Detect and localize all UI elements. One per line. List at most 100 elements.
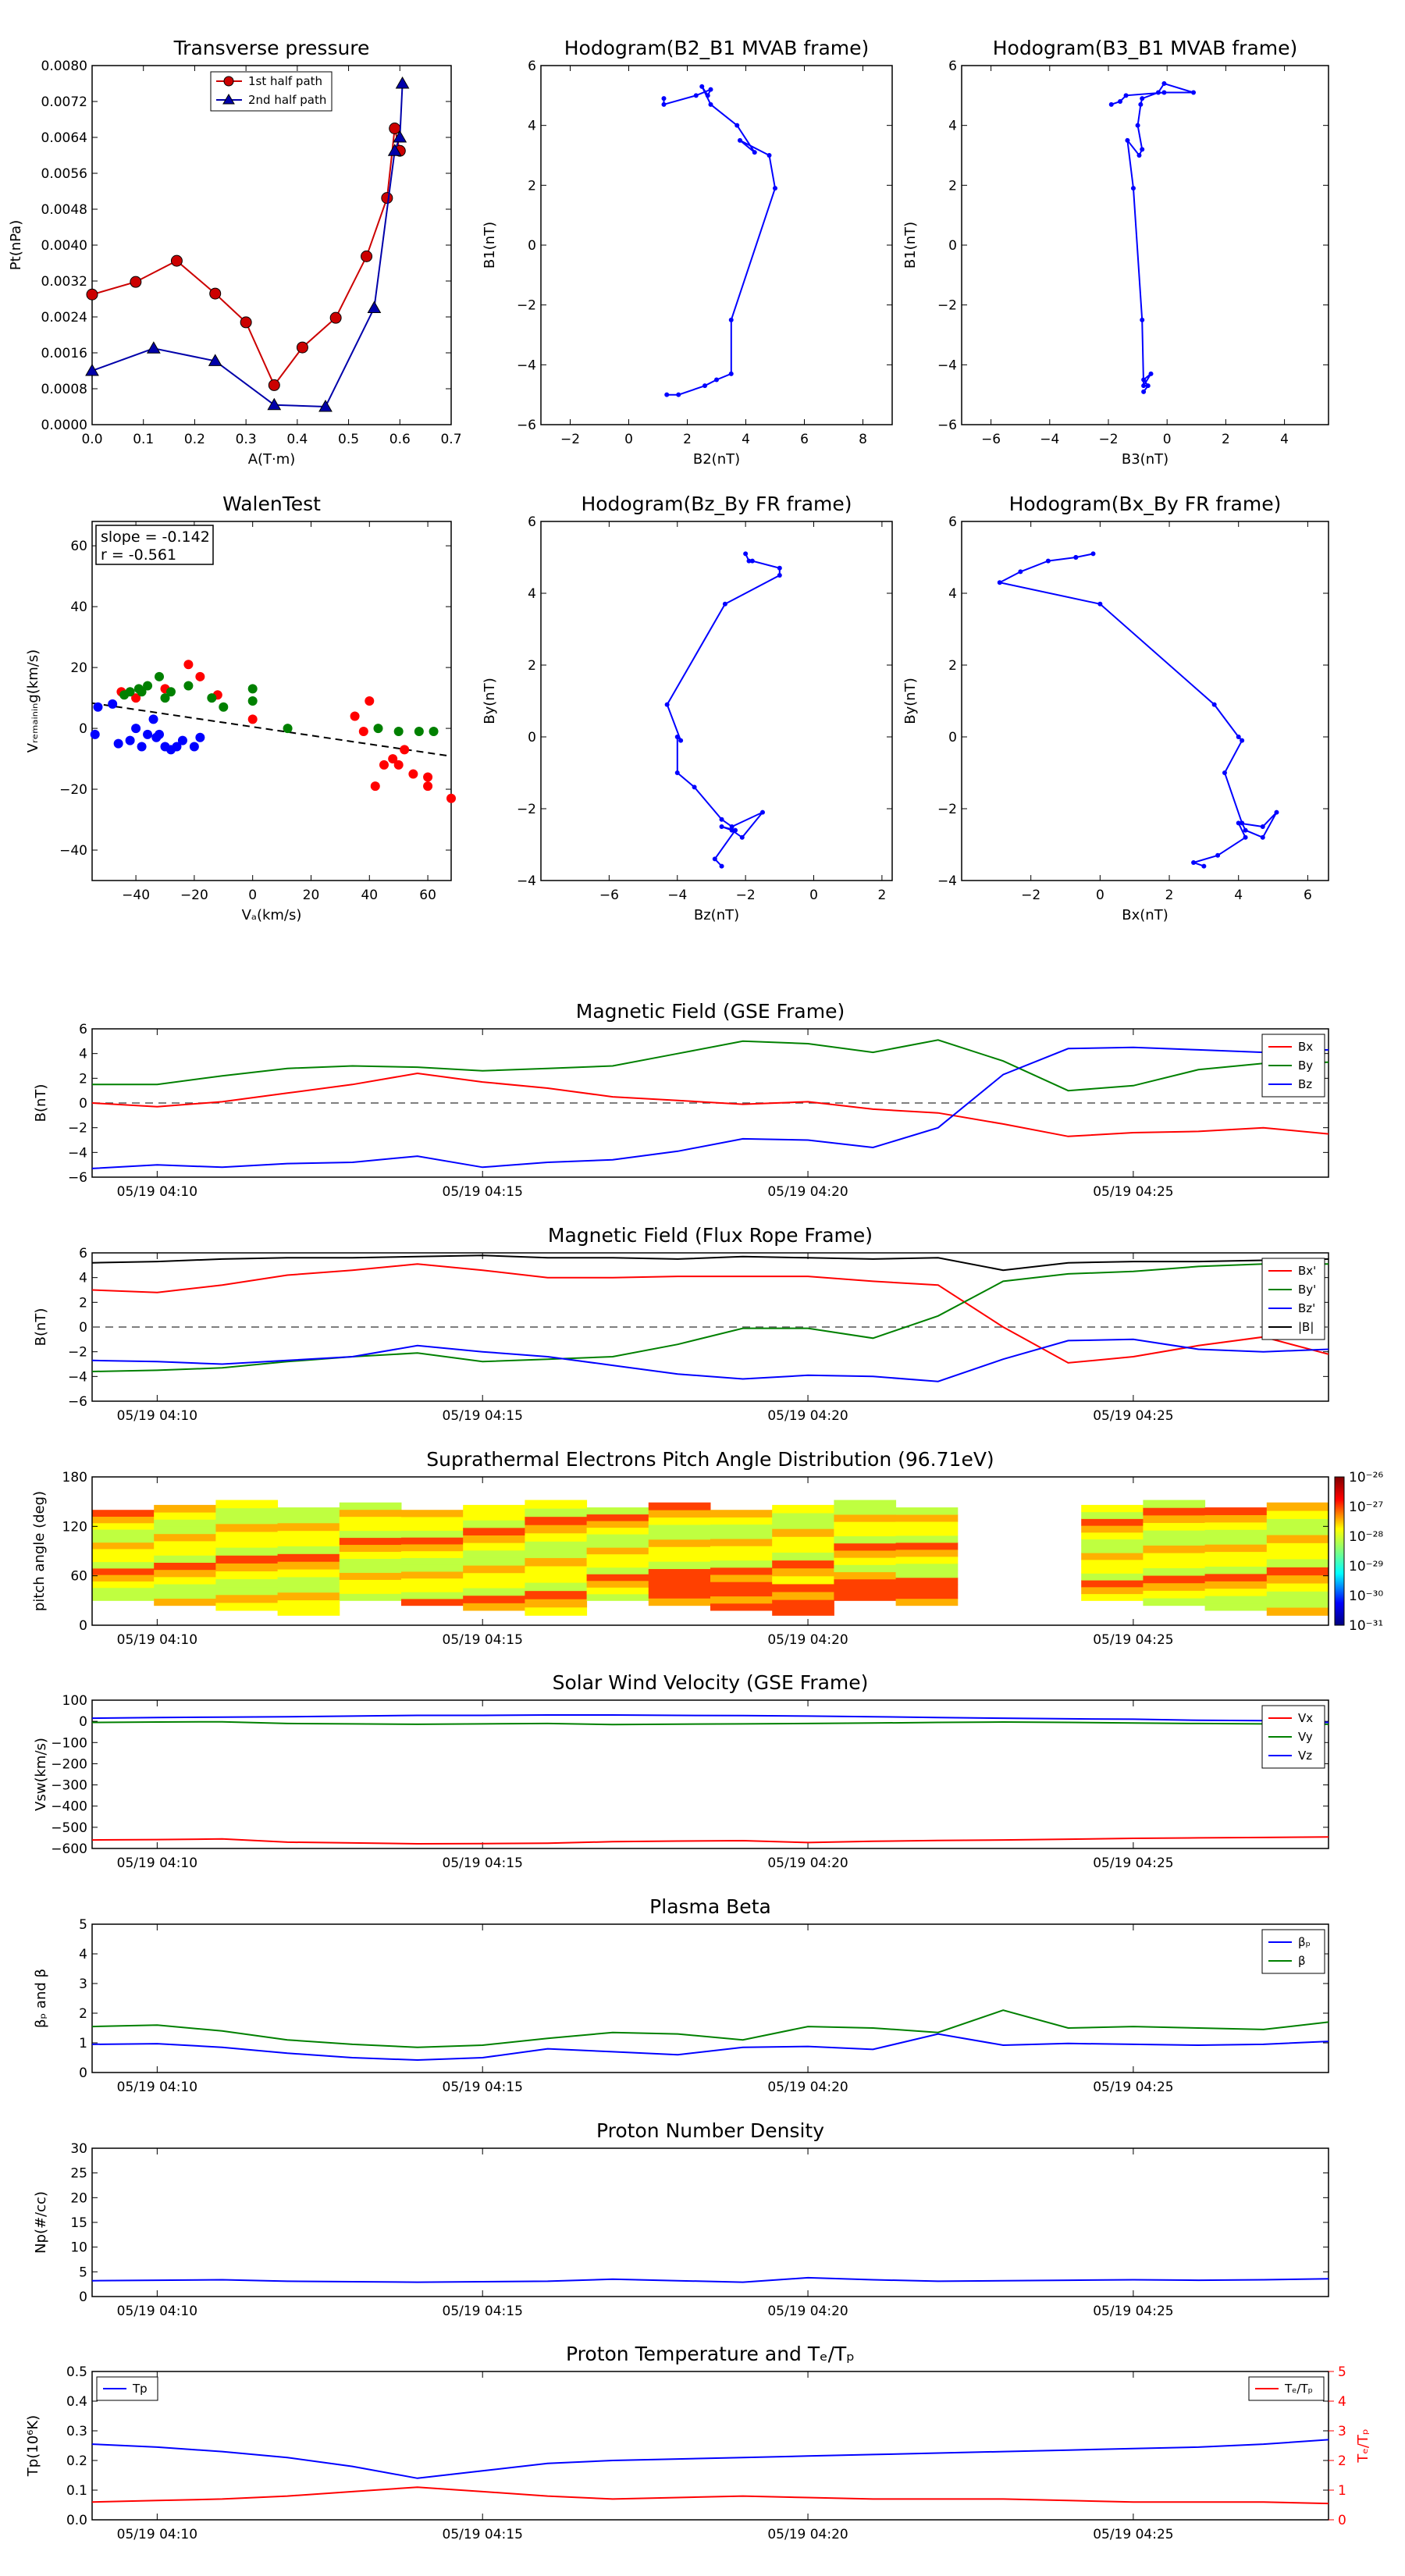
data-point [137, 742, 147, 752]
colorbar-bar [1334, 1476, 1345, 1626]
data-point [1140, 317, 1145, 322]
data-point [661, 101, 667, 107]
x-tick-label: 2 [877, 888, 886, 903]
heatmap-cell [648, 1546, 711, 1555]
x-tick-label: 4 [1280, 432, 1289, 447]
data-point [119, 690, 130, 700]
x-tick-label: 05/19 04:10 [117, 1184, 197, 1200]
y-tick-label: −2 [68, 1121, 87, 1137]
y-tick-label: 0.0032 [41, 274, 87, 290]
chart-title: Magnetic Field (Flux Rope Frame) [548, 1224, 873, 1247]
y-tick-label: −200 [51, 1756, 87, 1772]
heatmap-cell [1081, 1559, 1144, 1567]
series-line [91, 1263, 1329, 1364]
data-point [739, 834, 745, 840]
data-point [247, 696, 258, 706]
plot-frame [91, 2147, 1329, 2297]
heatmap-cell [92, 1574, 155, 1582]
heatmap-cell [772, 1552, 834, 1561]
data-point [165, 687, 176, 697]
heatmap-cell [1266, 1518, 1329, 1528]
plot-frame [961, 521, 1329, 881]
x-tick-label: 05/19 04:25 [1093, 1632, 1173, 1648]
heatmap-cell [215, 1547, 279, 1556]
heatmap-cell [525, 1549, 588, 1558]
heatmap-cell [895, 1507, 959, 1515]
heatmap-cell [834, 1550, 897, 1558]
heatmap-cell [648, 1532, 711, 1540]
chart-fr: Magnetic Field (Flux Rope Frame) −6 −4 −2 0 2… [33, 1224, 1329, 1424]
heatmap-cell [1143, 1530, 1206, 1539]
heatmap-cell [525, 1516, 588, 1525]
heatmap-cell [772, 1536, 834, 1545]
heatmap-cell [92, 1529, 155, 1536]
heatmap-cell [154, 1548, 216, 1556]
heatmap-cell [92, 1587, 155, 1595]
heatmap-cell [710, 1517, 773, 1525]
heatmap-cell [586, 1527, 649, 1535]
data-point [429, 726, 439, 736]
data-point [1073, 555, 1079, 560]
data-point [170, 254, 183, 267]
data-point [674, 735, 680, 739]
heatmap-cell [772, 1607, 834, 1616]
data-point [125, 735, 135, 745]
y-axis-label: By(nT) [482, 678, 498, 724]
data-point [367, 301, 382, 313]
series-line [91, 2033, 1329, 2062]
heatmap-cell [834, 1557, 897, 1565]
y-tick-label: −4 [517, 873, 536, 889]
heatmap-cell [525, 1574, 588, 1583]
series-line [91, 2276, 1329, 2283]
heatmap-cell [586, 1580, 649, 1588]
y-tick-label: 0 [948, 238, 957, 254]
x-tick-label: 2 [683, 432, 692, 447]
heatmap-cell [525, 1541, 588, 1550]
data-point [1201, 863, 1207, 869]
series-line [91, 2009, 1329, 2048]
heatmap-cell [215, 1539, 279, 1548]
heatmap-cell [710, 1603, 773, 1611]
data-point [387, 144, 402, 156]
chart-h4: Hodogram(Bx_By FR frame) −4 −2 0 2 4 6 −2 0 2 4 6 Bx… [902, 493, 1329, 923]
heatmap-cell [277, 1607, 340, 1616]
y-tick-label: 0.0 [66, 2513, 87, 2528]
x-tick-label: 05/19 04:20 [767, 1184, 848, 1200]
data-point [247, 684, 258, 694]
heatmap-cell [401, 1564, 464, 1572]
heatmap-cell [710, 1589, 773, 1597]
y-tick-label: 2 [528, 178, 536, 194]
data-point [997, 580, 1002, 585]
y-tick-label: −300 [51, 1778, 87, 1794]
x-tick-label: 0 [248, 888, 257, 903]
data-point [1097, 601, 1103, 607]
data-point [1125, 137, 1130, 143]
chart-vsw: Solar Wind Velocity (GSE Frame) −600 −500 −… [33, 1671, 1329, 1871]
x-tick-label: 05/19 04:20 [767, 1408, 848, 1424]
y-tick-label: −4 [517, 358, 536, 373]
heatmap-cell [586, 1574, 649, 1582]
y-tick-label: 2 [79, 1071, 87, 1087]
data-point [661, 96, 667, 101]
heatmap-cell [1143, 1590, 1206, 1599]
heatmap-cell [1143, 1514, 1206, 1524]
plot-frame [91, 1699, 1329, 1849]
data-point [743, 551, 749, 557]
heatmap-cell [1266, 1550, 1329, 1560]
y-tick-label: −2 [517, 802, 536, 817]
legend-label: Tₑ/Tₚ [1284, 2382, 1313, 2396]
y-tick-label: 25 [70, 2166, 87, 2182]
data-point [90, 729, 100, 739]
data-point [708, 101, 713, 107]
heatmap-cell [648, 1524, 711, 1532]
data-point [692, 785, 697, 790]
y-axis-label: By(nT) [902, 678, 919, 724]
x-tick-label: 05/19 04:25 [1093, 2527, 1173, 2542]
data-point [1108, 101, 1114, 107]
x-tick-label: −2 [560, 432, 580, 447]
data-point [1141, 383, 1147, 389]
y-tick-label: 1 [79, 2036, 87, 2051]
series-line [91, 1263, 1329, 1372]
heatmap-cell [1081, 1566, 1144, 1574]
data-point [358, 726, 368, 736]
